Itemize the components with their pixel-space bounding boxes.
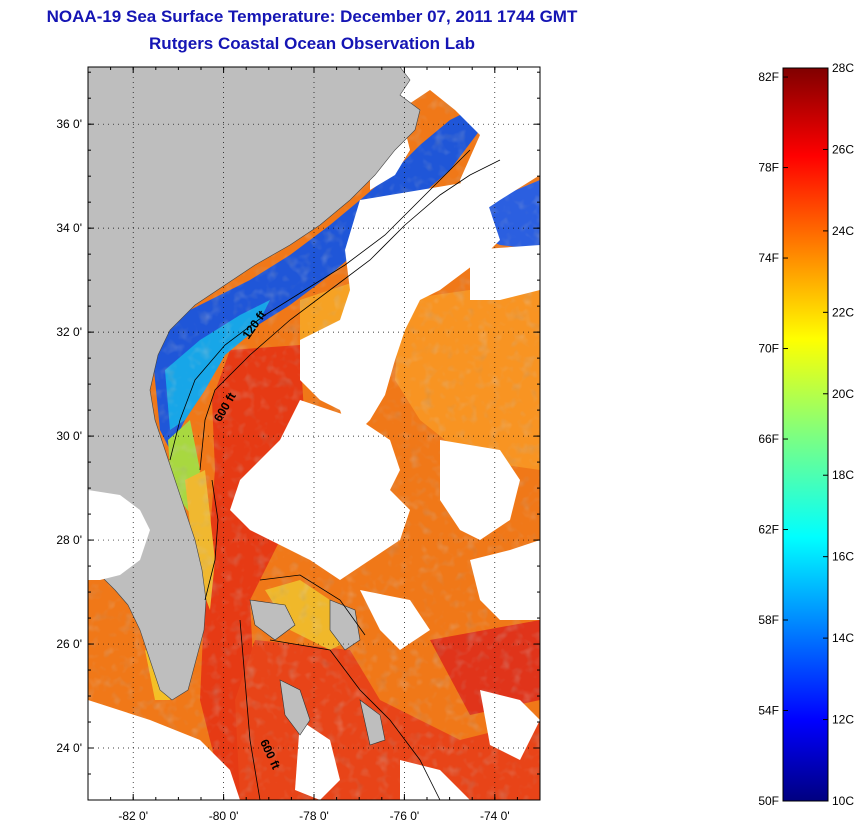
- lat-tick-label: 28 0': [56, 533, 82, 547]
- lon-tick-label: -82 0': [118, 809, 148, 823]
- colorbar-label-c: 20C: [832, 387, 854, 401]
- map-area: 120 ft 600 ft 600 ft: [88, 67, 540, 800]
- colorbar-label-f: 58F: [758, 613, 779, 627]
- colorbar-label-f: 78F: [758, 161, 779, 175]
- axis-ticks: [88, 67, 540, 800]
- colorbar-label-c: 26C: [832, 142, 854, 156]
- grand-bahama: [249, 599, 296, 641]
- latitude-labels: 36 0' 34 0' 32 0' 30 0' 28 0' 26 0' 24 0': [56, 117, 82, 755]
- colorbar-ticks: [783, 67, 828, 802]
- colorbar-label-c: 10C: [832, 794, 854, 808]
- lat-tick-label: 24 0': [56, 741, 82, 755]
- colorbar-label-c: 24C: [832, 224, 854, 238]
- colorbar-label-c: 22C: [832, 305, 854, 319]
- lat-tick-label: 36 0': [56, 117, 82, 131]
- lon-tick-label: -74 0': [480, 809, 510, 823]
- colorbar-label-c: 18C: [832, 468, 854, 482]
- andros-island: [279, 679, 311, 736]
- colorbar-label-c: 14C: [832, 631, 854, 645]
- land-mainland: [88, 67, 421, 701]
- colorbar-label-f: 66F: [758, 432, 779, 446]
- lat-tick-label: 26 0': [56, 637, 82, 651]
- longitude-labels: -82 0' -80 0' -78 0' -76 0' -74 0': [118, 809, 509, 823]
- colorbar-fahrenheit-labels: 82F 78F 74F 70F 66F 62F 58F 54F 50F: [758, 70, 779, 808]
- map-title: NOAA-19 Sea Surface Temperature: Decembe…: [46, 7, 578, 26]
- colorbar-label-c: 12C: [832, 713, 854, 727]
- colorbar-label-c: 28C: [832, 61, 854, 75]
- colorbar-celsius-labels: 28C 26C 24C 22C 20C 18C 16C 14C 12C 10C: [832, 61, 854, 808]
- lon-tick-label: -78 0': [299, 809, 329, 823]
- lat-tick-label: 30 0': [56, 429, 82, 443]
- colorbar-label-c: 16C: [832, 550, 854, 564]
- bathymetry-contours: [169, 149, 501, 800]
- gulf-cloud: [88, 490, 150, 580]
- abaco-island: [329, 599, 361, 651]
- colorbar: [782, 67, 829, 802]
- colorbar-label-f: 82F: [758, 70, 779, 84]
- lat-tick-label: 32 0': [56, 325, 82, 339]
- eleuthera-island: [359, 699, 386, 746]
- colorbar-label-f: 74F: [758, 251, 779, 265]
- map-subtitle: Rutgers Coastal Ocean Observation Lab: [149, 34, 475, 53]
- lon-tick-label: -76 0': [390, 809, 420, 823]
- colorbar-label-f: 62F: [758, 523, 779, 537]
- colorbar-label-f: 50F: [758, 794, 779, 808]
- lon-tick-label: -80 0': [209, 809, 239, 823]
- graticule: [88, 67, 540, 800]
- colorbar-label-f: 70F: [758, 342, 779, 356]
- lat-tick-label: 34 0': [56, 221, 82, 235]
- colorbar-label-f: 54F: [758, 704, 779, 718]
- cloud-mask: [88, 67, 540, 800]
